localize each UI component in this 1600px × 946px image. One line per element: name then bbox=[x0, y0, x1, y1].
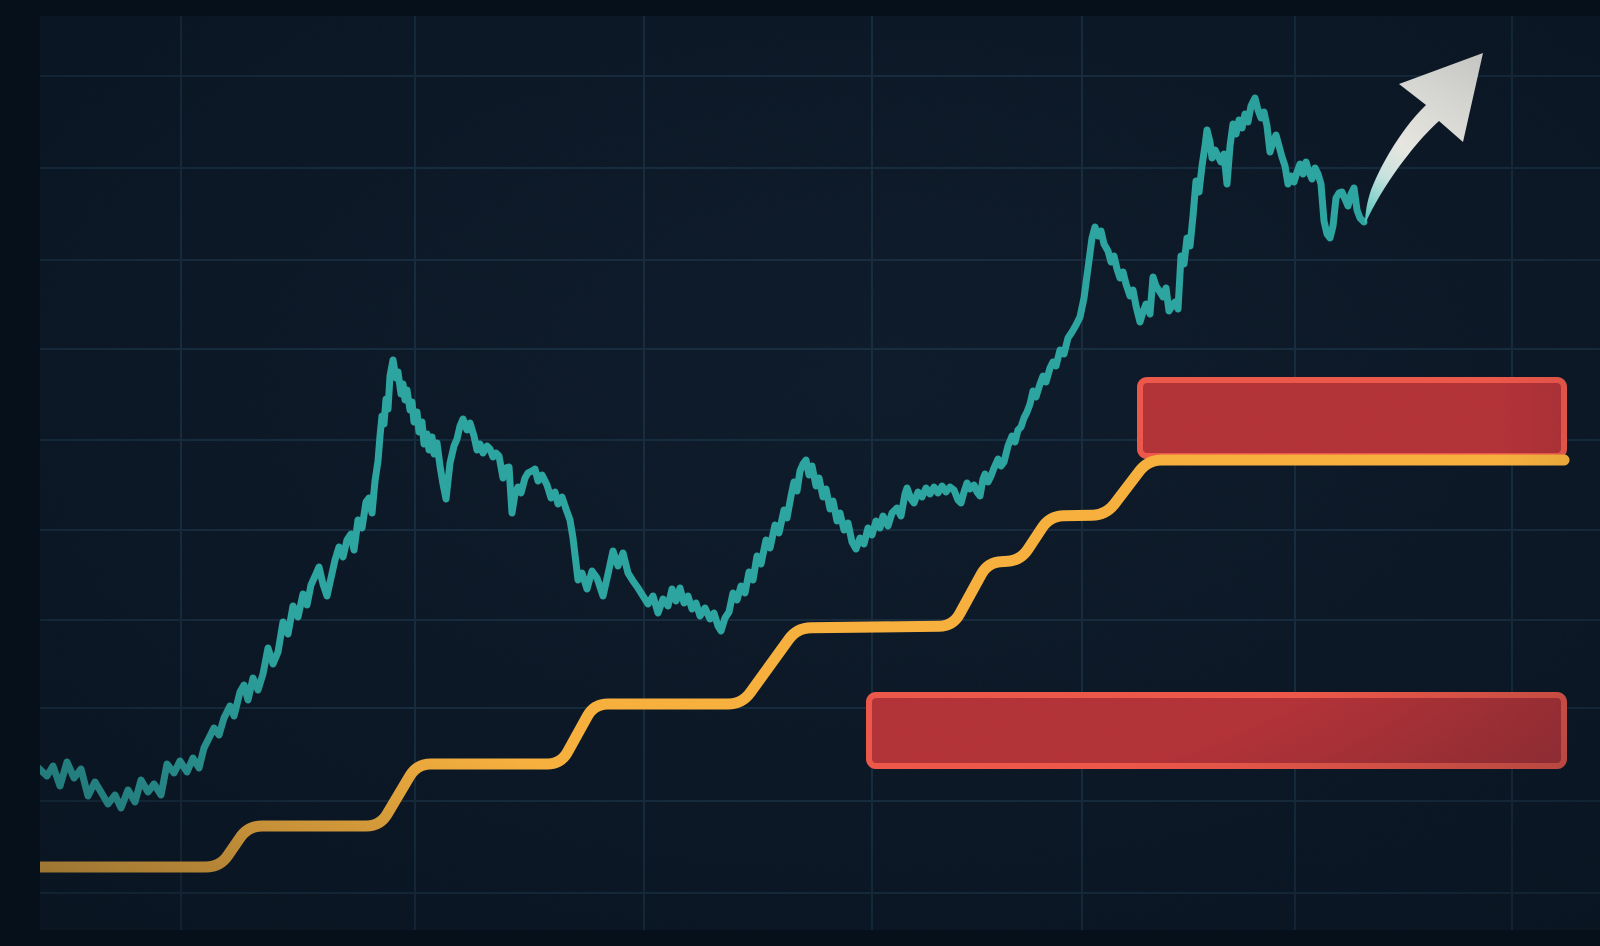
chart-canvas bbox=[40, 16, 1600, 930]
market-growth-chart bbox=[40, 16, 1600, 930]
chart-background bbox=[40, 16, 1600, 930]
upper-resistance-bar bbox=[1137, 377, 1567, 459]
lower-resistance-bar bbox=[866, 692, 1567, 769]
